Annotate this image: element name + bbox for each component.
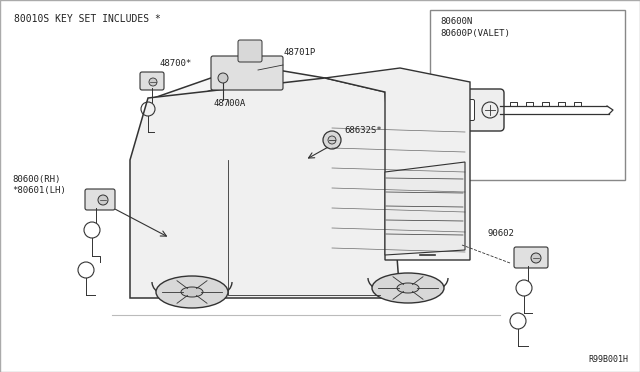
Text: 48701P: 48701P xyxy=(284,48,316,57)
FancyBboxPatch shape xyxy=(211,56,283,90)
Circle shape xyxy=(531,253,541,263)
Circle shape xyxy=(98,195,108,205)
Polygon shape xyxy=(130,78,400,298)
Text: 68632S*: 68632S* xyxy=(344,126,381,135)
FancyBboxPatch shape xyxy=(463,99,474,121)
FancyBboxPatch shape xyxy=(456,89,504,131)
Text: *80601(LH): *80601(LH) xyxy=(12,186,66,195)
Circle shape xyxy=(149,78,157,86)
Text: 90602: 90602 xyxy=(488,229,515,238)
FancyBboxPatch shape xyxy=(140,72,164,90)
Circle shape xyxy=(323,131,341,149)
FancyBboxPatch shape xyxy=(85,189,115,210)
Text: R99B001H: R99B001H xyxy=(588,355,628,364)
Ellipse shape xyxy=(181,287,203,297)
Text: 80600(RH): 80600(RH) xyxy=(12,175,60,184)
FancyBboxPatch shape xyxy=(238,40,262,62)
Polygon shape xyxy=(252,80,318,138)
Circle shape xyxy=(218,73,228,83)
FancyBboxPatch shape xyxy=(514,247,548,268)
Bar xyxy=(430,10,625,180)
Ellipse shape xyxy=(156,276,228,308)
Ellipse shape xyxy=(372,273,444,303)
Ellipse shape xyxy=(397,283,419,293)
Text: 80010S KEY SET INCLUDES *: 80010S KEY SET INCLUDES * xyxy=(14,14,161,24)
Circle shape xyxy=(482,102,498,118)
Polygon shape xyxy=(385,162,465,255)
Polygon shape xyxy=(325,68,470,260)
Text: 48700*: 48700* xyxy=(160,59,192,68)
Polygon shape xyxy=(148,65,325,162)
Text: 48700A: 48700A xyxy=(213,99,245,108)
Polygon shape xyxy=(162,78,244,150)
Text: 80600P(VALET): 80600P(VALET) xyxy=(440,29,510,38)
Circle shape xyxy=(328,136,336,144)
Text: 80600N: 80600N xyxy=(440,17,472,26)
